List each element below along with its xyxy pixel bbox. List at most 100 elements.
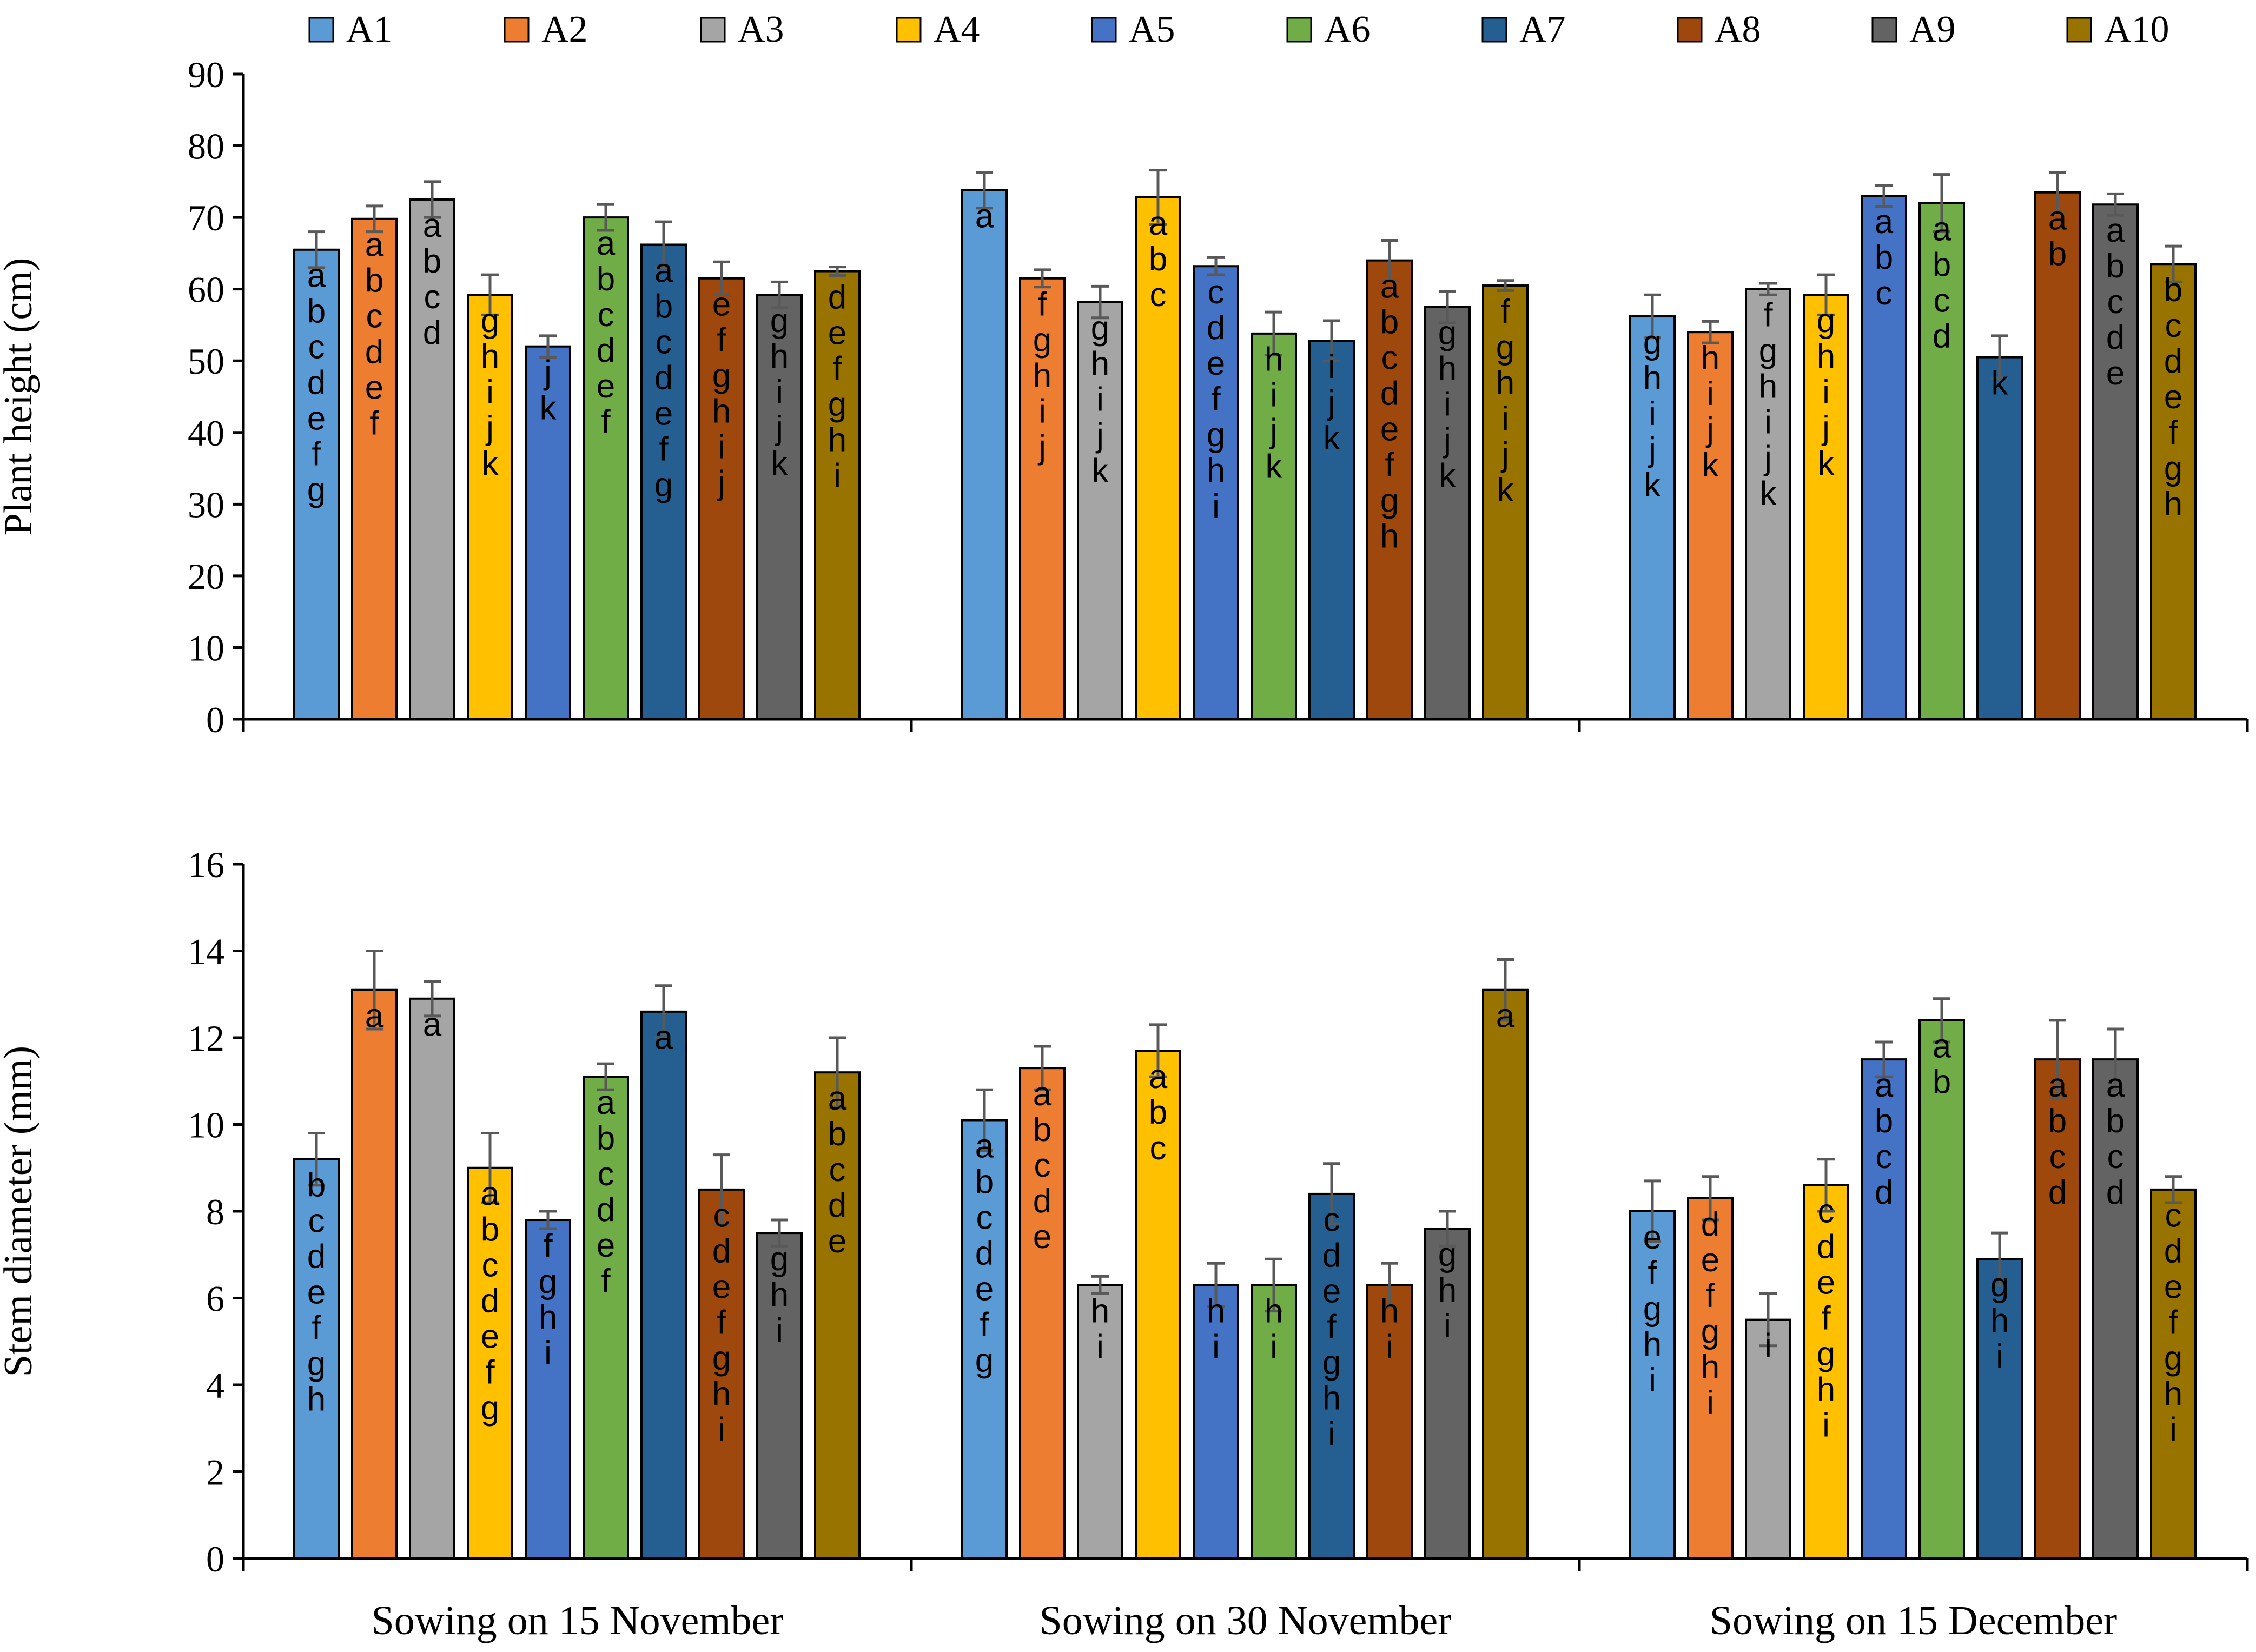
- significance-letter: g: [828, 386, 846, 423]
- significance-letter: g: [1759, 333, 1777, 370]
- bar-a10: [814, 1071, 861, 1560]
- significance-letter: d: [1875, 1174, 1893, 1211]
- significance-letter: g: [1990, 1266, 2009, 1304]
- bar-a4: [1135, 196, 1181, 720]
- significance-letter: g: [770, 302, 789, 340]
- y-tick-label: 90: [188, 54, 224, 95]
- significance-letter: j: [1705, 411, 1714, 448]
- bar-a1: [1629, 315, 1676, 720]
- significance-letter: a: [1496, 998, 1515, 1035]
- bar-a1: [961, 1119, 1008, 1560]
- bar-a9: [2092, 203, 2139, 720]
- bar-a4: [467, 1166, 513, 1560]
- significance-letter: f: [1705, 1277, 1715, 1315]
- significance-letter: g: [975, 1342, 994, 1379]
- significance-letter: e: [1643, 1219, 1662, 1256]
- legend: A1 A2 A3 A4 A5 A6 A7 A8 A9 A10: [308, 9, 2169, 50]
- significance-letter: j: [1095, 416, 1104, 454]
- significance-letter: d: [654, 359, 673, 396]
- significance-letter: i: [1270, 1328, 1278, 1365]
- significance-letter: c: [598, 296, 614, 334]
- significance-letter: e: [597, 368, 615, 405]
- bar-a7: [1308, 1192, 1355, 1560]
- significance-letter: g: [712, 1340, 731, 1377]
- significance-letter: d: [2106, 319, 2125, 356]
- bar-a9: [756, 1232, 803, 1560]
- significance-letter: i: [1328, 1416, 1335, 1453]
- y-tick-label: 50: [188, 341, 224, 382]
- significance-letter: c: [2107, 283, 2124, 321]
- significance-letter: b: [365, 262, 383, 300]
- bar-a8: [1366, 1284, 1413, 1560]
- significance-letter: j: [485, 409, 494, 447]
- significance-letter: e: [1207, 345, 1225, 382]
- significance-letter: i: [1096, 1328, 1104, 1365]
- significance-letter: f: [485, 1354, 495, 1391]
- bar-a8: [698, 277, 745, 720]
- significance-letter: d: [828, 1187, 846, 1224]
- significance-letter: a: [423, 207, 442, 244]
- significance-letter: a: [975, 198, 994, 235]
- significance-letter: b: [1033, 1111, 1051, 1149]
- significance-letter: k: [1497, 472, 1514, 509]
- significance-letter: e: [481, 1318, 499, 1356]
- significance-letter: a: [2048, 200, 2067, 237]
- legend-label-a9: A9: [1909, 9, 1956, 50]
- significance-letter: i: [1096, 381, 1104, 418]
- legend-label-a7: A7: [1519, 9, 1566, 50]
- significance-letter: h: [539, 1299, 557, 1336]
- significance-letter: f: [1211, 381, 1221, 418]
- significance-letter: c: [1818, 1193, 1835, 1230]
- significance-letter: e: [712, 286, 731, 323]
- significance-letter: c: [308, 329, 325, 366]
- significance-letter: a: [423, 1006, 442, 1044]
- bar-a6: [1251, 332, 1297, 720]
- significance-letter: h: [2164, 1376, 2182, 1413]
- significance-letter: k: [482, 445, 499, 482]
- significance-letter: d: [597, 1191, 615, 1229]
- legend-swatch-a4: [896, 17, 922, 43]
- significance-letter: h: [1817, 338, 1835, 375]
- significance-letter: f: [369, 405, 379, 442]
- significance-letter: b: [2106, 248, 2125, 285]
- significance-letter: c: [2107, 1138, 2124, 1176]
- significance-letter: b: [1380, 303, 1399, 341]
- bar-a4: [467, 294, 513, 720]
- significance-letter: h: [1207, 452, 1225, 489]
- significance-letter: g: [1207, 416, 1225, 454]
- significance-letter: g: [307, 472, 326, 509]
- significance-letter: b: [1933, 246, 1951, 283]
- significance-letter: h: [1265, 341, 1283, 379]
- significance-letter: i: [1764, 404, 1772, 441]
- significance-letter: h: [1643, 1326, 1662, 1363]
- significance-letter: a: [1933, 1028, 1951, 1065]
- significance-letter: g: [2164, 450, 2182, 487]
- bar-a5: [1193, 265, 1239, 720]
- significance-letter: i: [833, 457, 841, 494]
- y-tick-label: 4: [206, 1365, 224, 1406]
- legend-swatch-a6: [1286, 17, 1312, 43]
- significance-letter: g: [1322, 1344, 1341, 1382]
- bar-a10: [1482, 284, 1529, 720]
- significance-letter: c: [713, 1197, 730, 1235]
- significance-letter: i: [1822, 1407, 1830, 1444]
- significance-letter: j: [1763, 440, 1772, 477]
- bar-a9: [1424, 306, 1471, 720]
- significance-letter: d: [712, 1233, 731, 1270]
- significance-letter: i: [1649, 395, 1656, 433]
- significance-letter: f: [659, 430, 669, 468]
- significance-letter: b: [1875, 1103, 1893, 1140]
- bar-a8: [1366, 259, 1413, 720]
